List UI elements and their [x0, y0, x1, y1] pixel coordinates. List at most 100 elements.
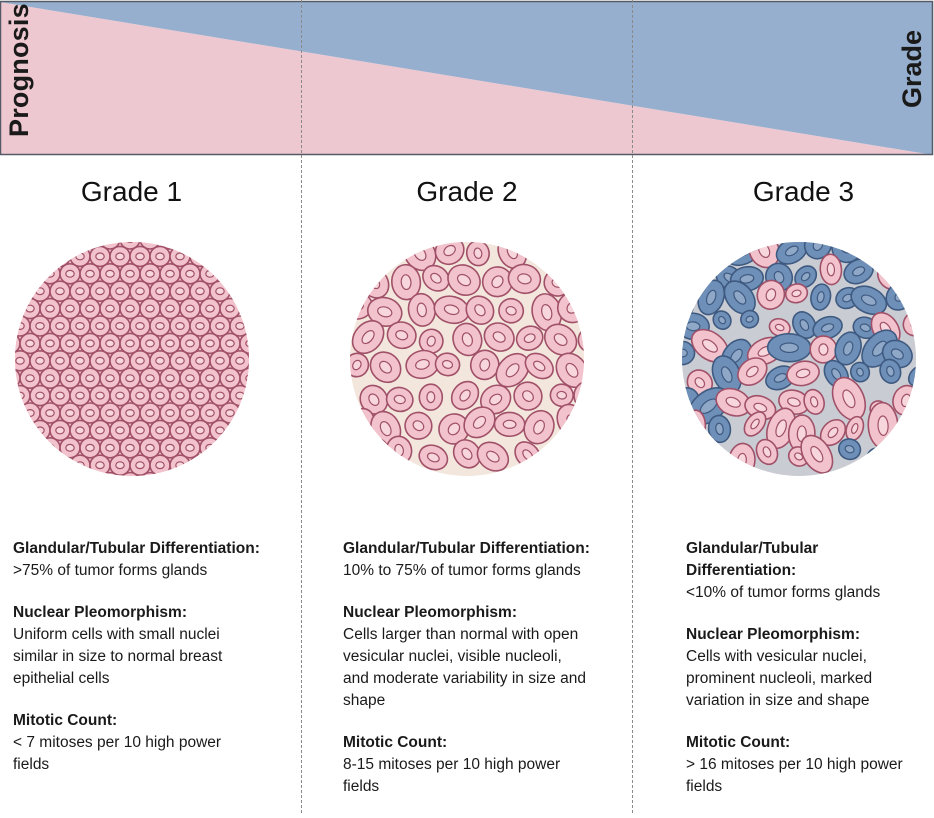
cell — [50, 351, 70, 371]
cell — [220, 368, 240, 388]
cell — [140, 333, 160, 353]
cell — [767, 333, 811, 362]
cell — [20, 473, 40, 477]
cell — [100, 299, 120, 319]
cell — [130, 455, 150, 475]
cell — [80, 299, 100, 319]
cell — [180, 473, 200, 477]
cell — [190, 246, 210, 266]
cell — [14, 403, 20, 423]
cell — [210, 351, 230, 371]
cell — [110, 351, 130, 371]
cell — [180, 368, 200, 388]
cell — [170, 316, 190, 336]
cell — [160, 333, 180, 353]
cell — [200, 438, 220, 458]
section-text: Cells with vesicular nuclei, prominent n… — [686, 646, 931, 712]
cell — [40, 241, 60, 249]
cell — [419, 384, 442, 410]
differentiation-section: Glandular/Tubular Differentiation: 10% t… — [343, 538, 628, 582]
cell — [200, 241, 220, 249]
pleomorphism-section: Nuclear Pleomorphism: Cells larger than … — [343, 602, 628, 712]
cell — [230, 455, 250, 475]
cell — [160, 438, 180, 458]
cell — [200, 368, 220, 388]
cell — [130, 316, 150, 336]
cell — [80, 438, 100, 458]
cell — [40, 403, 60, 423]
cell — [20, 438, 40, 458]
cell — [150, 281, 170, 301]
cell — [50, 316, 70, 336]
cell — [20, 299, 40, 319]
cell — [60, 438, 80, 458]
cell — [40, 438, 60, 458]
cell — [40, 473, 60, 477]
cell — [90, 246, 110, 266]
mitotic-section: Mitotic Count: 8-15 mitoses per 10 high … — [343, 732, 628, 798]
prognosis-label: Prognosis — [4, 3, 34, 137]
grade-3-title: Grade 3 — [673, 176, 934, 208]
cell — [14, 241, 20, 249]
cell — [170, 246, 190, 266]
cell — [160, 264, 180, 284]
cell — [30, 246, 50, 266]
mitotic-section: Mitotic Count: > 16 mitoses per 10 high … — [686, 732, 931, 798]
cell — [90, 316, 110, 336]
section-heading: Glandular/Tubular Differentiation: — [343, 538, 628, 560]
cell — [230, 316, 250, 336]
cell — [20, 264, 40, 284]
cell — [110, 386, 130, 406]
grade-label: Grade — [897, 30, 927, 108]
cell — [14, 438, 20, 458]
cell — [200, 473, 220, 477]
cell — [60, 241, 80, 249]
cell — [888, 445, 917, 472]
cell — [160, 473, 180, 477]
cell — [120, 438, 140, 458]
cell — [220, 403, 240, 423]
cell — [50, 246, 70, 266]
cell — [681, 241, 696, 272]
banner-graphic — [0, 0, 934, 156]
cell — [100, 403, 120, 423]
cell — [70, 316, 90, 336]
cell — [120, 264, 140, 284]
cell — [50, 281, 70, 301]
cell — [90, 420, 110, 440]
cell — [190, 351, 210, 371]
cell — [20, 241, 40, 249]
cell — [80, 403, 100, 423]
cell — [14, 264, 20, 284]
cell — [140, 438, 160, 458]
cell — [80, 368, 100, 388]
cell — [14, 246, 30, 266]
cell — [150, 316, 170, 336]
cell — [190, 420, 210, 440]
grade-3-column: Grade 3 Glandular/Tubular Differentiatio… — [633, 156, 934, 813]
cell — [150, 420, 170, 440]
cell — [100, 264, 120, 284]
section-text: 10% to 75% of tumor forms glands — [343, 560, 628, 582]
section-text: < 7 mitoses per 10 high power fields — [13, 732, 293, 776]
cell — [70, 246, 90, 266]
cell — [30, 386, 50, 406]
pleomorphism-section: Nuclear Pleomorphism: Cells with vesicul… — [686, 624, 931, 712]
grade-2-description: Glandular/Tubular Differentiation: 10% t… — [343, 538, 628, 818]
cell — [60, 264, 80, 284]
cell — [180, 403, 200, 423]
cell — [150, 351, 170, 371]
section-heading: Mitotic Count: — [343, 732, 628, 754]
cell — [70, 455, 90, 475]
cell — [210, 386, 230, 406]
cell — [160, 368, 180, 388]
section-heading: Nuclear Pleomorphism: — [13, 602, 293, 624]
cell — [885, 241, 917, 270]
cell — [60, 368, 80, 388]
uniform-cells-icon — [14, 241, 250, 477]
cell — [14, 420, 30, 440]
cell — [180, 264, 200, 284]
section-text: > 16 mitoses per 10 high power fields — [686, 754, 931, 798]
cell — [170, 281, 190, 301]
cell — [40, 299, 60, 319]
